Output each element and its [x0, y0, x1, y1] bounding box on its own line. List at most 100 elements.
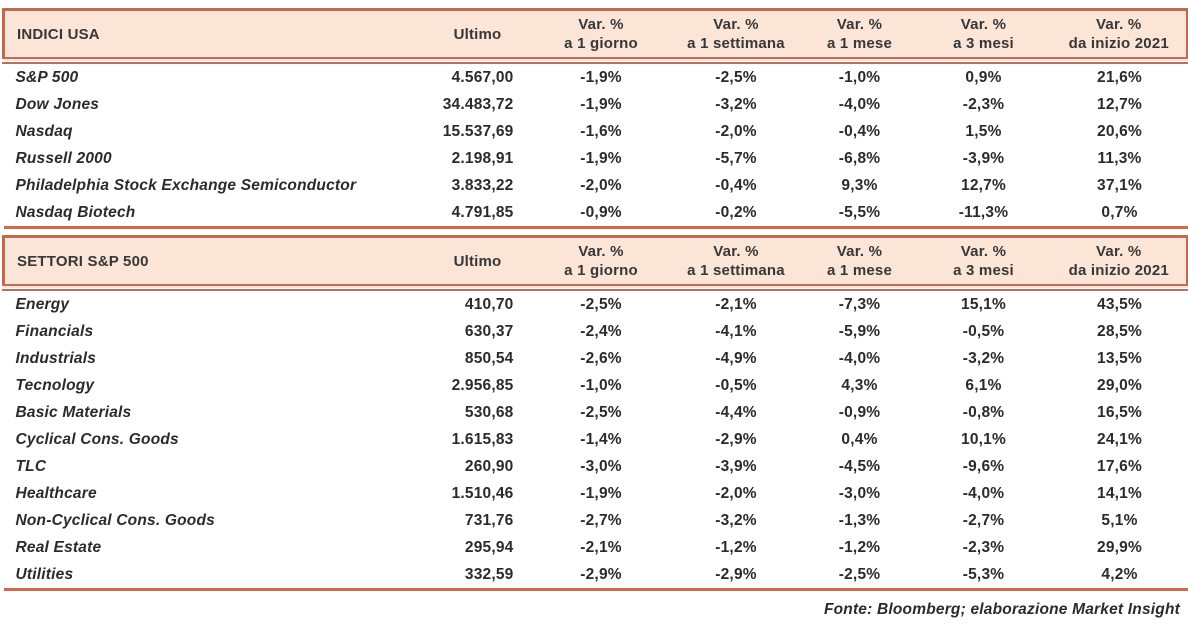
- var-value: -1,9%: [580, 68, 622, 86]
- var-column-header: Var. % a 1 giorno: [533, 235, 669, 291]
- var-value: -3,2%: [715, 511, 757, 529]
- var-value: 12,7%: [961, 176, 1006, 194]
- var-period-label: a 1 mese: [827, 35, 892, 52]
- var-period-label: a 3 mesi: [953, 262, 1014, 279]
- var-value: -1,0%: [580, 376, 622, 394]
- var-value: -0,4%: [715, 176, 757, 194]
- var-value: -2,9%: [715, 430, 757, 448]
- var-period-label: a 1 giorno: [564, 35, 638, 52]
- var-value: -0,5%: [962, 322, 1005, 340]
- var-value: 14,1%: [1097, 484, 1142, 502]
- var-value: -3,2%: [715, 95, 757, 113]
- var-column-header: Var. % a 1 mese: [803, 8, 916, 64]
- var-value: -2,0%: [715, 122, 757, 140]
- var-value: -9,6%: [962, 457, 1005, 475]
- var-value: -1,2%: [715, 538, 757, 556]
- var-period-label: a 1 mese: [827, 262, 892, 279]
- var-value: -1,4%: [580, 430, 622, 448]
- var-value: -0,9%: [838, 403, 881, 421]
- ultimo-value: 731,76: [464, 511, 514, 529]
- var-value: -2,1%: [715, 295, 757, 313]
- var-value: -5,7%: [715, 149, 757, 167]
- var-label: Var. %: [1096, 16, 1142, 33]
- table-row: Philadelphia Stock Exchange Semiconducto…: [4, 172, 1188, 199]
- row-name: S&P 500: [15, 68, 79, 86]
- table-row: Utilities 332,59 -2,9% -2,9% -2,5% -5,3% 4,2%: [3, 561, 1188, 591]
- var-value: -5,9%: [838, 322, 881, 340]
- table-row: Russell 2000 2.198,91 -1,9% -5,7% -6,8% -3,9%…: [4, 145, 1188, 172]
- ultimo-value: 530,68: [464, 403, 514, 421]
- var-value: -3,9%: [962, 149, 1005, 167]
- var-value: -3,2%: [962, 349, 1005, 367]
- var-period-label: da inizio 2021: [1068, 262, 1169, 279]
- var-value: 16,5%: [1097, 403, 1142, 421]
- var-label: Var. %: [836, 243, 883, 260]
- row-name: Industrials: [15, 349, 97, 367]
- table-row: Basic Materials 530,68 -2,5% -4,4% -0,9% -0,8…: [4, 399, 1188, 426]
- var-value: -2,9%: [533, 561, 669, 591]
- var-value: -0,5%: [715, 376, 757, 394]
- var-value: 5,1%: [1101, 511, 1138, 529]
- var-column-header: Var. % da inizio 2021: [1051, 235, 1188, 291]
- var-value: -0,4%: [838, 122, 881, 140]
- row-name: Russell 2000: [15, 149, 112, 167]
- var-value: -2,0%: [580, 176, 622, 194]
- ultimo-value: 1.615,83: [451, 430, 514, 448]
- section-table: INDICI USA Ultimo Var. % a 1 giorno Var. % a …: [2, 8, 1188, 229]
- var-value: 17,6%: [1097, 457, 1142, 475]
- ultimo-value: 3.833,22: [451, 176, 514, 194]
- ultimo-value: 260,90: [464, 457, 514, 475]
- var-value: 15,1%: [961, 295, 1006, 313]
- ultimo-value: 4.567,00: [451, 68, 514, 86]
- var-value: -0,8%: [962, 403, 1005, 421]
- var-value: -2,5%: [715, 68, 757, 86]
- var-value: 1,5%: [965, 122, 1002, 140]
- var-label: Var. %: [578, 16, 624, 33]
- var-value: 10,1%: [961, 430, 1006, 448]
- var-column-header: Var. % a 1 settimana: [668, 8, 804, 64]
- table-row: Energy 410,70 -2,5% -2,1% -7,3% 15,1% 43,5%: [4, 288, 1188, 319]
- var-value: 28,5%: [1097, 322, 1142, 340]
- var-value: -0,2%: [668, 199, 804, 229]
- var-value: 21,6%: [1097, 68, 1142, 86]
- var-column-header: Var. % a 1 mese: [803, 235, 916, 291]
- var-value: 24,1%: [1097, 430, 1142, 448]
- var-value: -5,3%: [915, 561, 1052, 591]
- var-period-label: a 3 mesi: [953, 35, 1014, 52]
- var-value: -5,5%: [803, 199, 916, 229]
- var-value: -2,9%: [668, 561, 804, 591]
- var-value: 29,9%: [1097, 538, 1142, 556]
- table-row: Cyclical Cons. Goods 1.615,83 -1,4% -2,9% 0,…: [4, 426, 1188, 453]
- ultimo-column-header: Ultimo: [421, 8, 534, 64]
- row-name: Basic Materials: [15, 403, 132, 421]
- ultimo-value: 2.198,91: [451, 149, 514, 167]
- var-period-label: a 1 settimana: [687, 262, 785, 279]
- section-title: INDICI USA: [2, 8, 422, 64]
- var-value: 12,7%: [1097, 95, 1142, 113]
- var-value: -1,9%: [580, 149, 622, 167]
- var-period-label: da inizio 2021: [1068, 35, 1169, 52]
- var-value: -2,5%: [803, 561, 916, 591]
- var-value: -2,7%: [580, 511, 622, 529]
- source-note: Fonte: Bloomberg; elaborazione Market In…: [823, 601, 1180, 618]
- var-label: Var. %: [578, 243, 624, 260]
- table-row: Nasdaq Biotech 4.791,85 -0,9% -0,2% -5,5% -11…: [3, 199, 1188, 229]
- var-value: 0,7%: [1051, 199, 1188, 229]
- row-name: Energy: [15, 295, 70, 313]
- var-value: -2,3%: [962, 538, 1005, 556]
- var-value: -4,9%: [715, 349, 757, 367]
- var-value: 0,9%: [965, 68, 1002, 86]
- var-value: -6,8%: [838, 149, 881, 167]
- row-name: Dow Jones: [15, 95, 100, 113]
- ultimo-value: 630,37: [464, 322, 514, 340]
- var-value: 29,0%: [1097, 376, 1142, 394]
- ultimo-value: 4.791,85: [421, 199, 534, 229]
- row-name: Tecnology: [15, 376, 95, 394]
- var-period-label: a 1 giorno: [564, 262, 638, 279]
- table-row: Financials 630,37 -2,4% -4,1% -5,9% -0,5% 28,5…: [4, 318, 1188, 345]
- var-column-header: Var. % a 3 mesi: [915, 8, 1052, 64]
- section-title: SETTORI S&P 500: [2, 235, 422, 291]
- var-value: -11,3%: [915, 199, 1052, 229]
- var-value: -1,9%: [580, 95, 622, 113]
- var-value: -2,3%: [962, 95, 1005, 113]
